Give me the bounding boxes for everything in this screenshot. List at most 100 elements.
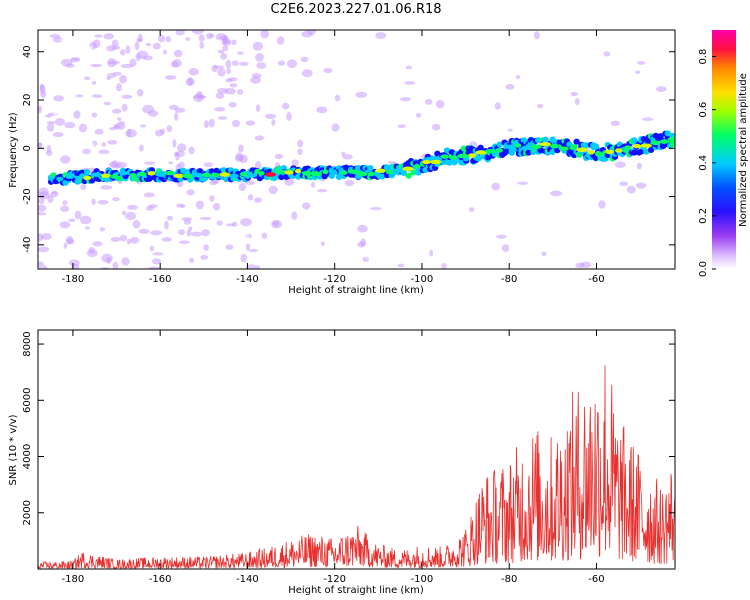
spectrogram-cell — [240, 218, 252, 227]
spectrogram-cell — [357, 224, 368, 233]
spectrogram-cell — [40, 90, 47, 98]
spectrogram-cell — [247, 173, 258, 178]
spectrogram-cell — [94, 128, 104, 135]
spectrogram-cell — [201, 229, 210, 237]
spectrogram-cell — [369, 206, 382, 211]
spectrogram-cell — [247, 194, 254, 201]
spectrogram-cell — [550, 190, 563, 197]
spectrogram-plot: -180 -160 -140 -120 -100 -80 -60 -40 -20 0 20 40 He… — [8, 29, 676, 296]
spectrogram-cell — [209, 195, 215, 202]
spectrogram-cell — [199, 216, 212, 221]
spectrogram-cell — [360, 238, 367, 247]
x-tick-label: -120 — [323, 574, 346, 585]
spectrogram-cell — [238, 183, 247, 192]
colorbar-tick-label: 0.0 — [698, 261, 709, 277]
spectrogram-cell — [157, 34, 166, 43]
spectrogram-cell — [70, 136, 79, 144]
spectrogram-cell — [596, 152, 605, 157]
colorbar-scale — [712, 30, 736, 269]
spectrogram-cell — [217, 68, 226, 77]
spectrogram-cell — [249, 248, 258, 253]
colorbar-tick-label: 0.6 — [698, 102, 709, 118]
spectrogram-cell — [192, 137, 201, 143]
spectrogram-cell — [173, 49, 183, 58]
spectrogram-cell — [200, 262, 209, 268]
spectrogram-cell — [129, 173, 137, 178]
snr-xlabel: Height of straight line (km) — [288, 585, 424, 596]
spectrogram-cell — [127, 204, 138, 210]
y-tick-label: 2000 — [22, 500, 33, 525]
spectrogram-cell — [300, 56, 309, 63]
spectrogram-cell — [175, 150, 186, 157]
spectrogram-cell — [323, 67, 333, 74]
spectrogram-cell — [634, 70, 641, 75]
spectrogram-cell — [82, 148, 91, 155]
spectrogram-cell — [393, 168, 405, 173]
spectrogram-cell — [301, 30, 313, 38]
spectrogram-cell — [65, 31, 73, 36]
spectrogram-cell — [80, 183, 87, 191]
spectrogram-cell — [166, 215, 174, 221]
spectrogram-cell — [440, 154, 449, 159]
spectrogram-cell — [63, 246, 73, 256]
spectrogram-cell — [165, 170, 175, 176]
spectrogram-cell — [173, 173, 185, 178]
spectrogram-cell — [254, 197, 262, 203]
spectrogram-cell — [537, 103, 544, 109]
spectrogram-cell — [399, 97, 411, 102]
spectrogram-cell — [112, 45, 121, 50]
spectrogram-cell — [148, 266, 160, 269]
spectrogram-cell — [429, 249, 434, 257]
spectrogram-cell — [387, 161, 397, 165]
spectrogram-cell — [225, 223, 235, 227]
spectrogram-cell — [119, 170, 128, 176]
spectrogram-cell — [101, 253, 113, 263]
spectrogram-cell — [45, 150, 53, 156]
spectrogram-cell — [75, 234, 81, 242]
spectrogram-cell — [164, 75, 177, 80]
spectrogram-cell — [70, 58, 80, 63]
spectrogram-cell — [38, 233, 44, 242]
spectrogram-cell — [121, 257, 130, 266]
spectrogram-cell — [189, 257, 195, 263]
spectrogram-cell — [517, 181, 529, 185]
spectrogram-cell — [90, 172, 103, 177]
spectrogram-cell — [291, 211, 298, 220]
spectrogram-cell — [72, 68, 82, 76]
spectrogram-cell — [282, 102, 290, 110]
spectrogram-cell — [229, 173, 239, 179]
spectrogram-cell — [457, 153, 469, 159]
spectrogram-cell — [231, 60, 239, 67]
spectrogram-cell — [664, 130, 672, 137]
spectrogram-cell — [580, 261, 592, 268]
spectrogram-cell — [640, 143, 652, 148]
spectrogram-cell — [311, 181, 316, 188]
spectrogram-cell — [331, 170, 338, 175]
spectrogram-cell — [125, 161, 136, 170]
spectrogram-cell — [108, 60, 120, 65]
spectrogram-cell — [297, 148, 303, 156]
spectrogram-cell — [295, 168, 302, 174]
spectrogram-cell — [583, 142, 590, 149]
spectrogram-cell — [441, 263, 447, 269]
spectrogram-cell — [112, 261, 119, 269]
y-tick-label: 8000 — [22, 331, 33, 356]
spectrogram-cell — [120, 49, 126, 56]
spectrogram-cell — [245, 120, 256, 126]
spectrogram-cell — [413, 164, 421, 169]
spectrogram-cell — [342, 154, 353, 160]
spectrogram-cell — [112, 197, 120, 202]
y-tick-label: 40 — [22, 45, 33, 58]
spectrogram-cell — [404, 81, 416, 85]
spectrogram-cell — [494, 102, 501, 110]
spectrogram-cell — [42, 153, 47, 158]
spectrogram-cell — [635, 182, 647, 189]
spectrogram-cell — [455, 99, 467, 108]
spectrogram-cell — [470, 253, 479, 260]
spectrogram-cell — [203, 244, 209, 251]
spectrogram-cell — [385, 169, 394, 175]
spectrogram-cell — [316, 106, 328, 114]
spectrogram-cell — [302, 170, 313, 176]
spectrogram-cell — [656, 86, 667, 93]
spectrogram-cell — [229, 238, 241, 245]
